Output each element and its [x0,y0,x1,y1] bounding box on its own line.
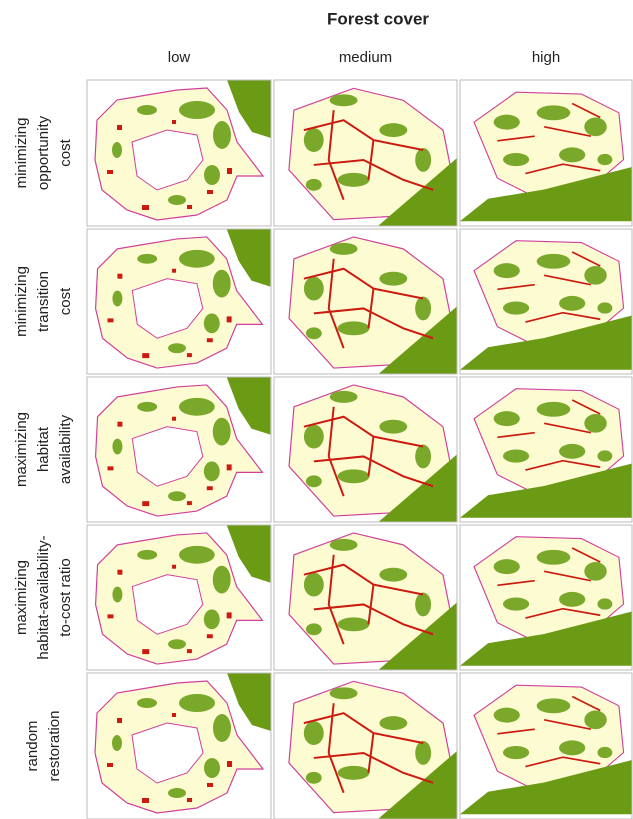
column-header: medium [339,49,392,66]
row-label: cost [57,287,74,315]
row-label: cost [57,138,74,166]
row-label: minimizing [13,118,30,189]
column-header: high [532,49,560,66]
row-label: transition [35,271,52,332]
row-label: to-cost ratio [57,558,74,636]
map-panel [96,229,271,368]
row-label: availability [57,414,74,484]
map-panel [460,92,632,221]
row-label: maximizing [13,560,30,635]
map-panel [96,377,271,516]
row-label: random [24,721,41,772]
map-panel [460,537,632,666]
map-panel [289,88,457,225]
map-panel [460,389,632,518]
row-label: restoration [46,711,63,782]
map-panel [95,80,271,220]
row-label: opportunity [35,115,52,190]
row-label: maximizing [13,412,30,487]
row-label: habitat [35,426,52,472]
map-panel [96,525,271,664]
map-panel [289,237,457,374]
map-panel [460,241,632,370]
figure-title: Forest cover [327,9,429,28]
map-panel [289,385,457,522]
map-panel [289,533,457,670]
row-label: habitat-availability- [35,535,52,659]
figure: Forest cover low medium high minimizing oppo… [0,0,633,819]
map-panel [95,673,271,813]
row-label: minimizing [13,266,30,337]
map-panel [460,685,632,814]
column-header: low [168,49,191,66]
map-panel [289,681,457,818]
